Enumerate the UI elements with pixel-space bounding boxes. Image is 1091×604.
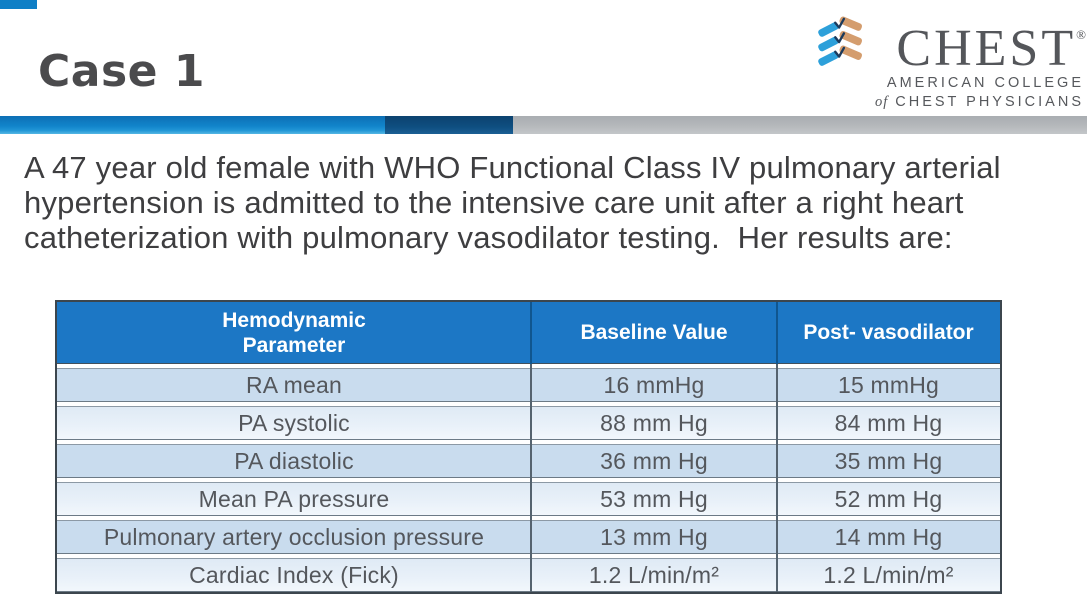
logo-subline-1: AMERICAN COLLEGE [886, 75, 1084, 91]
table-row-mean-pa-pressure: Mean PA pressure 53 mm Hg 52 mm Hg [57, 482, 1000, 516]
post-cell: 1.2 L/min/m² [823, 561, 954, 588]
table-row-pa-occlusion-pressure: Pulmonary artery occlusion pressure 13 m… [57, 520, 1000, 554]
registered-trademark: ® [1076, 27, 1086, 42]
post-cell: 14 mm Hg [834, 523, 943, 550]
baseline-cell: 36 mm Hg [600, 447, 708, 474]
corner-accent-bar [0, 0, 37, 9]
post-cell: 35 mm Hg [834, 447, 943, 474]
column-header-post-vasodilator: Post- vasodilator [803, 321, 974, 344]
chest-logo: CHEST® AMERICAN COLLEGE of CHEST PHYSICI… [816, 10, 1086, 112]
post-cell: 52 mm Hg [834, 485, 943, 512]
header-column-separator-1 [530, 302, 532, 364]
header-column-separator-2 [776, 302, 778, 364]
column-header-parameter: Hemodynamic Parameter [222, 308, 366, 357]
baseline-cell: 1.2 L/min/m² [588, 561, 720, 588]
hemodynamics-table: Hemodynamic Parameter Baseline Value Pos… [55, 300, 1002, 594]
post-cell: 84 mm Hg [834, 409, 943, 436]
chest-logo-text: CHEST® AMERICAN COLLEGE of CHEST PHYSICI… [875, 10, 1086, 112]
table-row-cardiac-index: Cardiac Index (Fick) 1.2 L/min/m² 1.2 L/… [57, 558, 1000, 592]
baseline-cell: 16 mmHg [603, 371, 705, 398]
column-header-baseline: Baseline Value [580, 321, 728, 344]
parameter-cell: Pulmonary artery occlusion pressure [103, 523, 485, 550]
page-title: Case 1 [38, 46, 205, 97]
logo-wordmark: CHEST® [896, 20, 1086, 77]
baseline-cell: 53 mm Hg [600, 485, 708, 512]
baseline-cell: 88 mm Hg [600, 409, 708, 436]
table-header-row: Hemodynamic Parameter Baseline Value Pos… [57, 302, 1000, 364]
column-separator-1 [530, 302, 532, 592]
parameter-cell: Cardiac Index (Fick) [189, 561, 399, 588]
divider-segment-gray [513, 116, 1087, 134]
parameter-cell: Mean PA pressure [198, 485, 390, 512]
divider-bar [0, 116, 1087, 134]
chest-logo-icon [818, 16, 862, 66]
parameter-cell: PA diastolic [234, 447, 354, 474]
post-cell: 15 mmHg [837, 371, 940, 398]
case-description: A 47 year old female with WHO Functional… [24, 150, 1001, 255]
logo-subline-2: of CHEST PHYSICIANS [874, 94, 1084, 110]
column-separator-2 [776, 302, 778, 592]
divider-segment-blue [0, 116, 385, 134]
table-row-pa-systolic: PA systolic 88 mm Hg 84 mm Hg [57, 406, 1000, 440]
table-row-pa-diastolic: PA diastolic 36 mm Hg 35 mm Hg [57, 444, 1000, 478]
parameter-cell: RA mean [245, 371, 342, 398]
parameter-cell: PA systolic [238, 409, 350, 436]
baseline-cell: 13 mm Hg [600, 523, 708, 550]
table-row-ra-mean: RA mean 16 mmHg 15 mmHg [57, 368, 1000, 402]
divider-segment-navy [385, 116, 513, 134]
